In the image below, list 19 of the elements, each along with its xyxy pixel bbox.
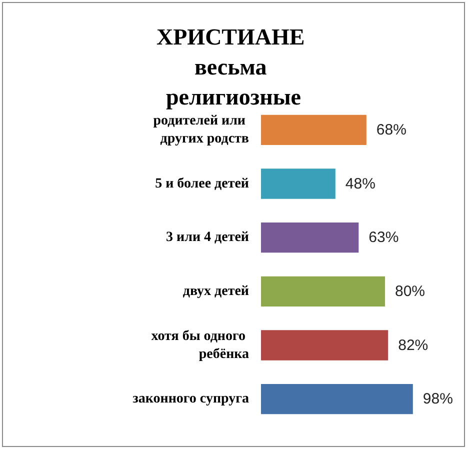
y-tick-label: хотя бы одного ребёнка	[151, 328, 249, 362]
bar	[261, 168, 336, 199]
data-label: 82%	[398, 336, 428, 354]
bar	[261, 276, 385, 306]
data-label: 48%	[345, 175, 376, 192]
bar	[261, 114, 366, 145]
bar	[261, 384, 413, 414]
y-tick-label: 3 или 4 детей	[166, 230, 249, 246]
bar	[261, 222, 359, 253]
data-label: 63%	[368, 229, 399, 246]
chart-title: ХРИСТИАНЕ весьма религиозные	[156, 24, 310, 110]
data-label: 68%	[376, 121, 406, 138]
y-tick-label: 5 и более детей	[155, 176, 249, 192]
y-tick-label: двух детей	[182, 284, 249, 299]
data-label: 80%	[395, 282, 426, 300]
bar	[261, 330, 388, 360]
y-tick-label: родителей или других родств	[153, 113, 250, 146]
y-tick-label: законного супруга	[132, 392, 249, 407]
data-label: 98%	[422, 390, 453, 408]
